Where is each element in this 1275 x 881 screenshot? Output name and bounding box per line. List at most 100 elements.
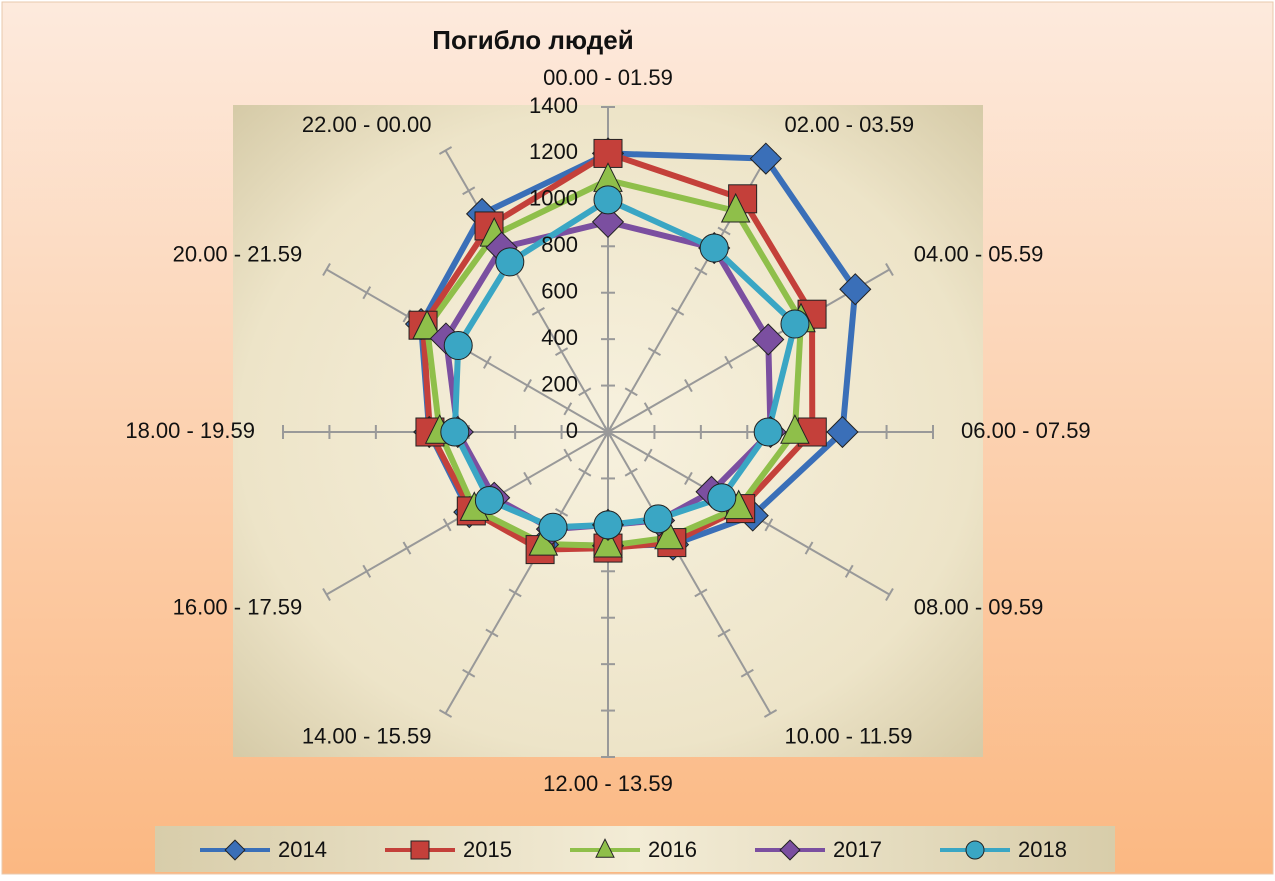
y-tick-label: 600 [541,279,578,304]
marker [538,512,568,542]
legend-label: 2014 [278,837,327,862]
marker [593,510,623,540]
tick-mark [438,146,453,155]
legend-marker [224,839,246,861]
legend-marker [595,838,615,858]
spoke [444,150,609,433]
tick-mark [804,541,814,555]
marker [753,417,783,447]
category-label: 16.00 - 17.59 [173,594,303,619]
y-tick-label: 1200 [529,139,578,164]
tick-mark [885,587,894,602]
y-tick-label: 400 [541,325,578,350]
tick-mark [694,266,708,276]
legend-marker [779,839,801,861]
category-label: 14.00 - 15.59 [302,724,432,749]
legend-marker [965,840,985,860]
marker [826,415,859,449]
y-tick-label: 0 [566,418,578,443]
tick-mark [763,709,778,718]
tick-mark [483,355,492,369]
marker [720,192,751,223]
tick-mark [508,588,522,598]
tick-mark [362,286,372,300]
y-tick-label: 1000 [529,186,578,211]
marker [495,247,525,277]
chart-title: Погибло людей [432,25,633,55]
tick-mark [601,427,615,437]
legend-label: 2018 [1018,837,1067,862]
tick-mark [362,564,372,578]
tick-mark [717,628,731,638]
tick-mark [322,262,331,277]
tick-mark [740,668,754,678]
tick-mark [485,628,499,638]
y-tick-label: 200 [541,371,578,396]
tick-mark [402,541,412,555]
tick-mark [462,186,476,196]
category-label: 08.00 - 09.59 [914,594,1044,619]
tick-mark [523,471,532,485]
tick-mark [578,387,592,397]
tick-mark [442,518,452,532]
tick-mark [764,518,774,532]
y-tick-label: 1400 [529,93,578,118]
legend-label: 2015 [463,837,512,862]
marker [780,309,810,339]
legend-marker [410,840,430,860]
tick-mark [624,387,638,397]
tick-mark [724,355,733,369]
legend-label: 2017 [833,837,882,862]
tick-mark [523,379,532,393]
marker [780,414,810,444]
tick-mark [643,448,653,462]
marker [699,233,729,263]
category-label: 12.00 - 13.59 [543,771,673,796]
category-label: 10.00 - 11.59 [785,724,913,749]
marker [752,323,785,356]
marker [749,142,782,175]
tick-mark [643,402,653,416]
marker [593,527,623,558]
tick-mark [555,508,569,517]
marker [591,205,625,239]
tick-mark [531,307,545,316]
spoke [607,268,890,433]
marker [440,417,470,447]
tick-mark [684,471,693,485]
tick-mark [717,226,731,236]
tick-mark [462,668,476,678]
category-label: 06.00 - 07.59 [961,418,1091,443]
spoke [444,431,609,714]
tick-mark [671,307,685,316]
marker [593,185,623,215]
marker [654,519,684,550]
category-label: 22.00 - 00.00 [302,112,432,137]
category-label: 02.00 - 03.59 [785,112,915,137]
marker [412,309,442,340]
spoke [607,431,772,714]
tick-mark [684,379,693,393]
tick-mark [647,347,661,356]
tick-mark [555,347,569,356]
tick-mark [438,709,453,718]
tick-mark [844,564,854,578]
marker [443,331,473,361]
y-tick-label: 800 [541,232,578,257]
category-label: 18.00 - 19.59 [125,418,255,443]
legend-label: 2016 [648,837,697,862]
marker [839,273,872,306]
tick-mark [885,262,894,277]
tick-mark [322,587,331,602]
tick-mark [624,467,638,477]
marker [643,504,673,534]
marker [707,483,737,513]
tick-mark [578,467,592,477]
category-label: 00.00 - 01.59 [543,65,673,90]
marker [474,485,504,515]
tick-mark [563,448,573,462]
category-label: 04.00 - 05.59 [914,241,1044,266]
category-label: 20.00 - 21.59 [173,241,303,266]
tick-mark [563,402,573,416]
